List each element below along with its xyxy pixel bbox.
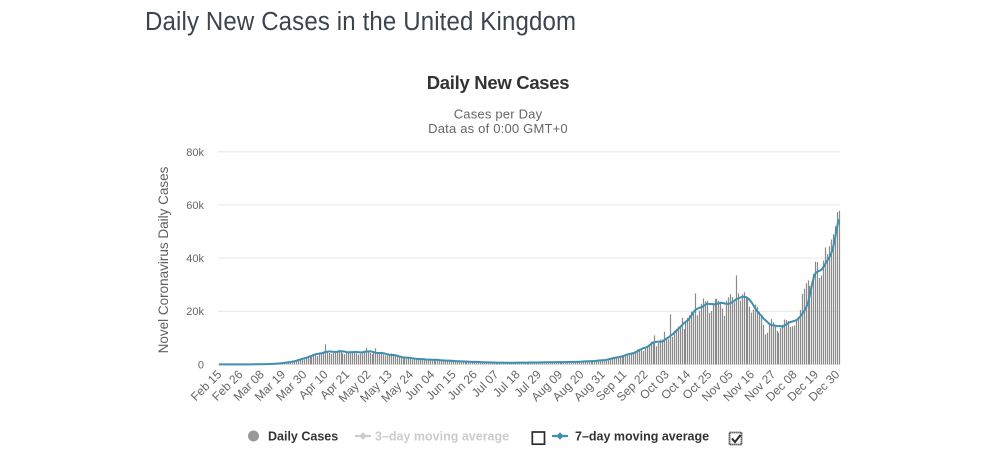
svg-text:Daily New Cases: Daily New Cases — [427, 72, 570, 93]
svg-text:Daily Cases: Daily Cases — [268, 430, 338, 444]
svg-text:Cases per Day: Cases per Day — [454, 106, 543, 121]
svg-text:Novel Coronavirus Daily Cases: Novel Coronavirus Daily Cases — [156, 166, 171, 353]
svg-text:60k: 60k — [186, 200, 204, 212]
svg-text:80k: 80k — [186, 147, 204, 159]
svg-text:7–day moving average: 7–day moving average — [575, 430, 709, 444]
svg-text:0: 0 — [198, 359, 204, 371]
svg-text:3–day moving average: 3–day moving average — [375, 430, 509, 444]
svg-text:20k: 20k — [186, 306, 204, 318]
svg-text:Data as of 0:00 GMT+0: Data as of 0:00 GMT+0 — [428, 121, 568, 136]
svg-text:40k: 40k — [186, 253, 204, 265]
